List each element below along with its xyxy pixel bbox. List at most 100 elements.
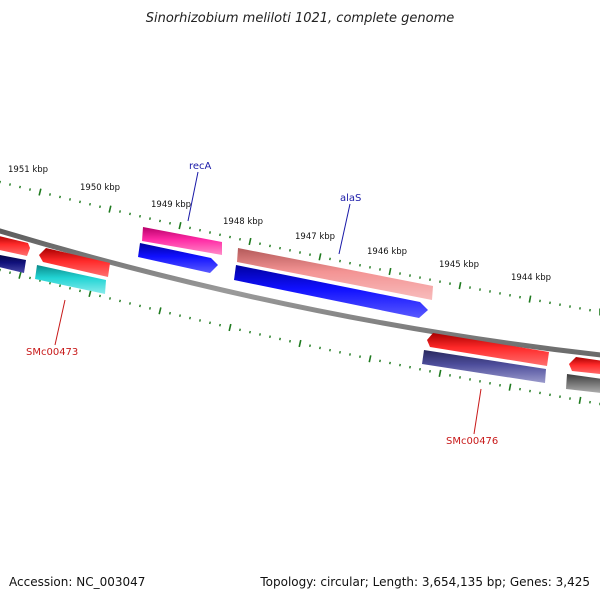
minor-tick [349,353,351,356]
gene-smc00476[interactable] [422,350,546,383]
minor-tick [99,205,101,209]
gene-labels: recA alaS SMc00473 SMc00476 [26,161,498,447]
accession-text: Accession: NC_003047 [9,575,146,589]
forward-strand-genes [0,227,600,375]
minor-tick [189,316,191,320]
minor-tick [99,294,101,298]
minor-tick [299,251,301,254]
minor-tick [59,284,61,288]
gene-reca[interactable] [142,227,222,255]
major-tick [528,295,532,303]
minor-tick [259,242,261,246]
leader-line [187,171,199,222]
minor-tick [79,289,81,293]
minor-tick [129,212,131,216]
minor-tick [279,246,281,250]
minor-tick [89,202,91,206]
minor-tick [119,210,121,213]
gene-navy-left-edge[interactable] [0,254,26,273]
minor-tick [279,337,281,341]
gene-alas-region[interactable] [237,248,433,300]
gene-blue-alas[interactable] [234,265,428,318]
minor-tick [259,333,261,336]
major-tick [108,205,112,213]
minor-tick [179,314,181,317]
kbp-label: 1944 kbp [511,273,551,283]
minor-tick [149,307,151,310]
minor-tick [59,195,61,199]
genome-backbone [0,228,600,358]
minor-tick [209,321,211,325]
minor-tick [139,304,141,308]
kbp-label: 1950 kbp [80,183,120,193]
minor-tick [119,299,121,303]
gene-label-reca[interactable]: recA [189,161,212,172]
leader-line [338,203,351,255]
major-tick [458,282,462,290]
minor-tick [239,328,241,332]
minor-tick [9,183,11,186]
leader-line [54,299,66,346]
major-tick [318,253,322,261]
kbp-label: 1945 kbp [439,260,479,270]
minor-tick [289,249,291,252]
minor-tick [239,237,241,241]
minor-tick [69,198,71,201]
minor-tick [269,244,271,248]
gene-red-right-edge[interactable] [569,357,600,375]
inner-tick-row [0,268,600,406]
minor-tick [9,271,11,274]
kbp-label: 1949 kbp [151,200,191,210]
gene-label-leaders [54,171,482,435]
reverse-strand-genes [0,243,600,394]
minor-tick [269,335,271,339]
minor-tick [69,286,71,290]
kbp-label: 1951 kbp [8,165,48,175]
minor-tick [339,350,341,354]
minor-tick [109,297,111,300]
major-tick [368,355,372,363]
minor-tick [49,281,51,285]
gene-gray-right-edge[interactable] [566,374,600,394]
major-tick [38,188,42,196]
major-tick [178,222,182,230]
minor-tick [159,219,161,223]
topology-text: Topology: circular; Length: 3,654,135 bp… [260,575,590,589]
minor-tick [229,235,231,239]
minor-tick [169,221,171,225]
gene-blue-reca-pair[interactable] [138,243,218,273]
kbp-scale: 1951 kbp 1950 kbp 1949 kbp 1948 kbp 1947… [8,165,551,283]
major-tick [298,339,302,348]
minor-tick [359,355,361,358]
minor-tick [49,193,51,196]
leader-line [473,388,482,435]
gene-red-left-edge[interactable] [0,235,30,256]
major-tick [508,383,512,391]
minor-tick [199,319,201,322]
gene-red-left[interactable] [39,248,110,277]
minor-tick [29,188,31,191]
gene-label-smc00476[interactable]: SMc00476 [446,436,498,447]
map-title: Sinorhizobium meliloti 1021, complete ge… [146,11,455,26]
gene-red-right[interactable] [427,333,549,366]
minor-tick [79,200,81,204]
minor-tick [149,217,151,220]
gene-label-smc00473[interactable]: SMc00473 [26,347,78,358]
kbp-label: 1946 kbp [367,247,407,257]
minor-tick [219,323,221,327]
minor-tick [309,253,311,256]
minor-tick [289,339,291,343]
major-tick [578,396,582,404]
major-tick [88,289,92,298]
gene-label-alas[interactable]: alaS [340,193,361,204]
kbp-label: 1948 kbp [223,217,263,227]
minor-tick [209,231,211,234]
major-tick [228,323,232,332]
kbp-label: 1947 kbp [295,232,335,242]
minor-tick [129,302,131,305]
minor-tick [329,348,331,352]
gene-smc00473[interactable] [35,265,106,294]
minor-tick [249,330,251,334]
minor-tick [139,214,141,218]
